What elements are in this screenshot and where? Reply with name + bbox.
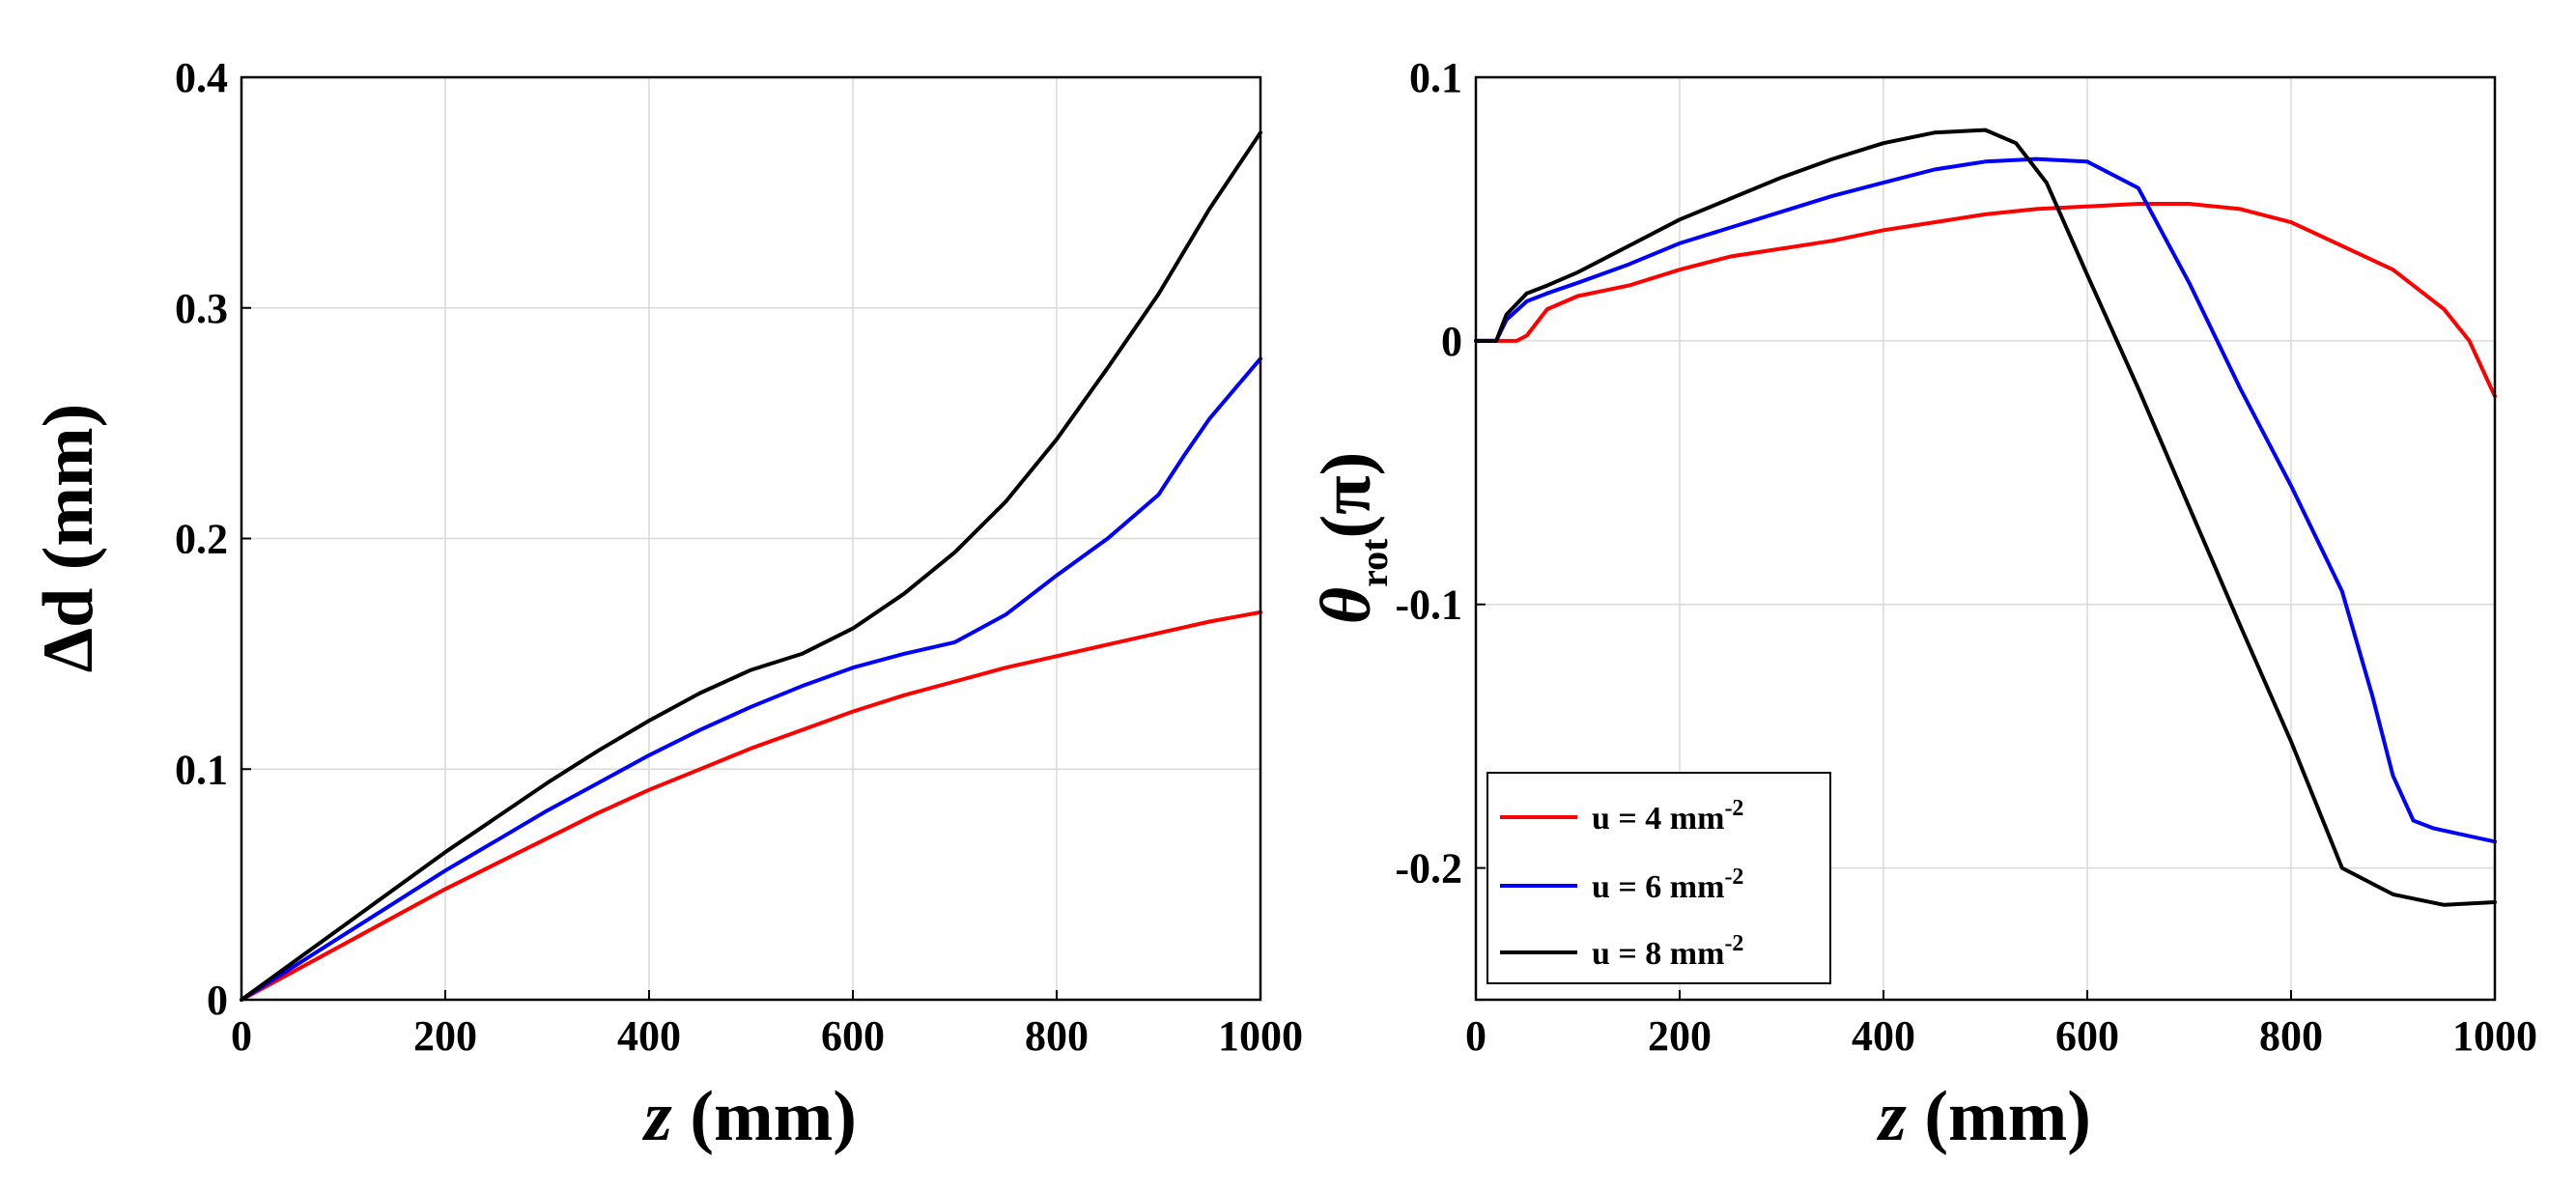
- legend-label-u6: u = 6 mm-2: [1592, 865, 1743, 905]
- right-series-line-blue: [1474, 156, 2497, 844]
- left-x-tick-label: 1000: [1218, 1012, 1303, 1060]
- left-series-group: [240, 130, 1262, 1002]
- left-y-tick-label: 0.4: [175, 54, 228, 101]
- left-series-line-red: [240, 610, 1262, 1002]
- left-x-tick-label: 0: [231, 1012, 252, 1060]
- left-y-tick-label: 0.1: [175, 746, 228, 793]
- right-x-axis-label: z (mm): [1876, 1077, 2091, 1156]
- right-series-line-black: [1474, 128, 2497, 907]
- left-y-tick-label: 0.3: [175, 285, 228, 332]
- left-x-axis-label: z (mm): [641, 1077, 857, 1156]
- left-y-ticks: 0 0.1 0.2 0.3 0.4: [175, 54, 251, 1024]
- right-x-tick-label: 400: [1852, 1012, 1915, 1060]
- left-y-tick-label: 0: [207, 977, 228, 1024]
- legend: u = 4 mm-2 u = 6 mm-2 u = 8 mm-2: [1486, 772, 1831, 984]
- left-y-tick-label: 0.2: [175, 516, 228, 563]
- left-x-tick-label: 400: [617, 1012, 681, 1060]
- right-x-tick-label: 1000: [2452, 1012, 2537, 1060]
- legend-label-u4: u = 4 mm-2: [1592, 796, 1743, 837]
- right-x-tick-label: 800: [2259, 1012, 2323, 1060]
- right-x-tick-label: 0: [1465, 1012, 1486, 1060]
- left-x-tick-label: 200: [413, 1012, 477, 1060]
- right-plot-frame: [1474, 75, 2497, 1002]
- right-series-group: [1474, 128, 2497, 907]
- right-series-line-red: [1474, 202, 2497, 399]
- left-x-tick-label: 800: [1025, 1012, 1089, 1060]
- left-y-axis-label: Δd (mm): [29, 404, 108, 673]
- right-x-tick-label: 600: [2055, 1012, 2119, 1060]
- legend-entry: u = 8 mm-2: [1500, 931, 1743, 972]
- left-chart: 0 200 400 600 800 1000 0 0.1 0.2 0.3 0.4 z (mm) Δ…: [29, 54, 1303, 1156]
- right-y-axis-label: θrot(π): [1307, 452, 1396, 625]
- legend-box: [1486, 772, 1831, 984]
- right-x-ticks: 0 200 400 600 800 1000: [1465, 990, 2537, 1060]
- right-y-tick-label: 0.1: [1409, 54, 1462, 101]
- legend-label-u8: u = 8 mm-2: [1592, 931, 1743, 972]
- right-y-ticks: -0.2 -0.1 0 0.1: [1395, 54, 1486, 893]
- left-series-line-black: [240, 130, 1262, 1002]
- legend-entry: u = 4 mm-2: [1500, 796, 1743, 837]
- left-x-ticks: 0 200 400 600 800 1000: [231, 990, 1303, 1060]
- right-x-tick-label: 200: [1648, 1012, 1712, 1060]
- right-chart: 0 200 400 600 800 1000 -0.2 -0.1 0 0.1 z (mm) θr…: [1307, 54, 2537, 1156]
- right-y-tick-label: 0: [1441, 318, 1462, 365]
- legend-entry: u = 6 mm-2: [1500, 865, 1743, 905]
- left-series-line-blue: [240, 356, 1262, 1002]
- left-x-tick-label: 600: [821, 1012, 885, 1060]
- right-y-tick-label: -0.1: [1395, 581, 1462, 629]
- right-y-tick-label: -0.2: [1395, 845, 1462, 893]
